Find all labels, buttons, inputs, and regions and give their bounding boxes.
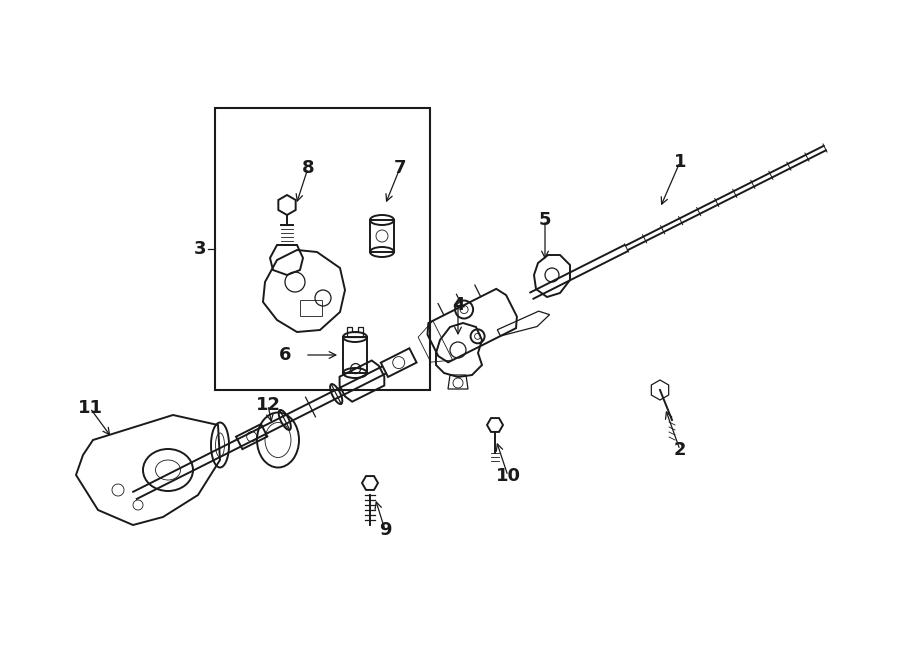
Text: 4: 4: [452, 296, 464, 314]
Text: 10: 10: [496, 467, 520, 485]
Text: 7: 7: [394, 159, 406, 177]
Text: 9: 9: [379, 521, 392, 539]
Text: 5: 5: [539, 211, 551, 229]
Text: 1: 1: [674, 153, 686, 171]
Text: 12: 12: [256, 396, 281, 414]
Bar: [215, 108, 430, 390]
Text: 11: 11: [77, 399, 103, 417]
Bar: [300, 300, 322, 316]
Text: 2: 2: [674, 441, 686, 459]
Text: 3: 3: [194, 240, 206, 258]
Text: 6: 6: [279, 346, 292, 364]
Text: 8: 8: [302, 159, 314, 177]
